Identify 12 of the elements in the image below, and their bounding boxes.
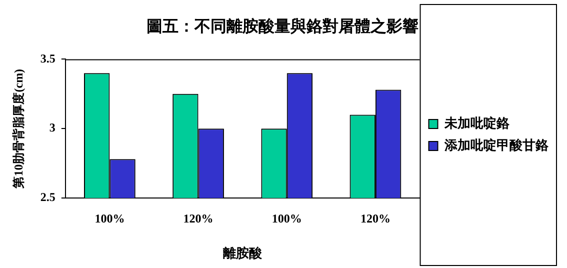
y-axis-title: 第10肋骨背脂厚度(cm)	[11, 68, 26, 190]
chart-title: 圖五：不同離胺酸量與鉻對屠體之影響	[146, 18, 418, 36]
x-tick-label: 100%	[94, 211, 125, 226]
y-tick-label: 3.5	[40, 51, 56, 66]
x-axis-title: 離胺酸	[222, 246, 264, 261]
y-tick-label: 2.5	[40, 190, 56, 204]
legend-label: 未加吡啶鉻	[443, 115, 510, 130]
legend-label: 添加吡啶甲酸甘鉻	[443, 137, 550, 152]
y-tick-label: 3	[49, 120, 56, 135]
x-tick-label: 120%	[183, 211, 214, 226]
x-tick-label: 100%	[272, 211, 302, 226]
x-tick-label: 120%	[360, 211, 390, 226]
